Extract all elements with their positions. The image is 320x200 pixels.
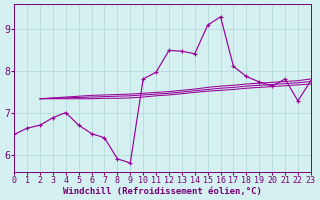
X-axis label: Windchill (Refroidissement éolien,°C): Windchill (Refroidissement éolien,°C) — [63, 187, 262, 196]
